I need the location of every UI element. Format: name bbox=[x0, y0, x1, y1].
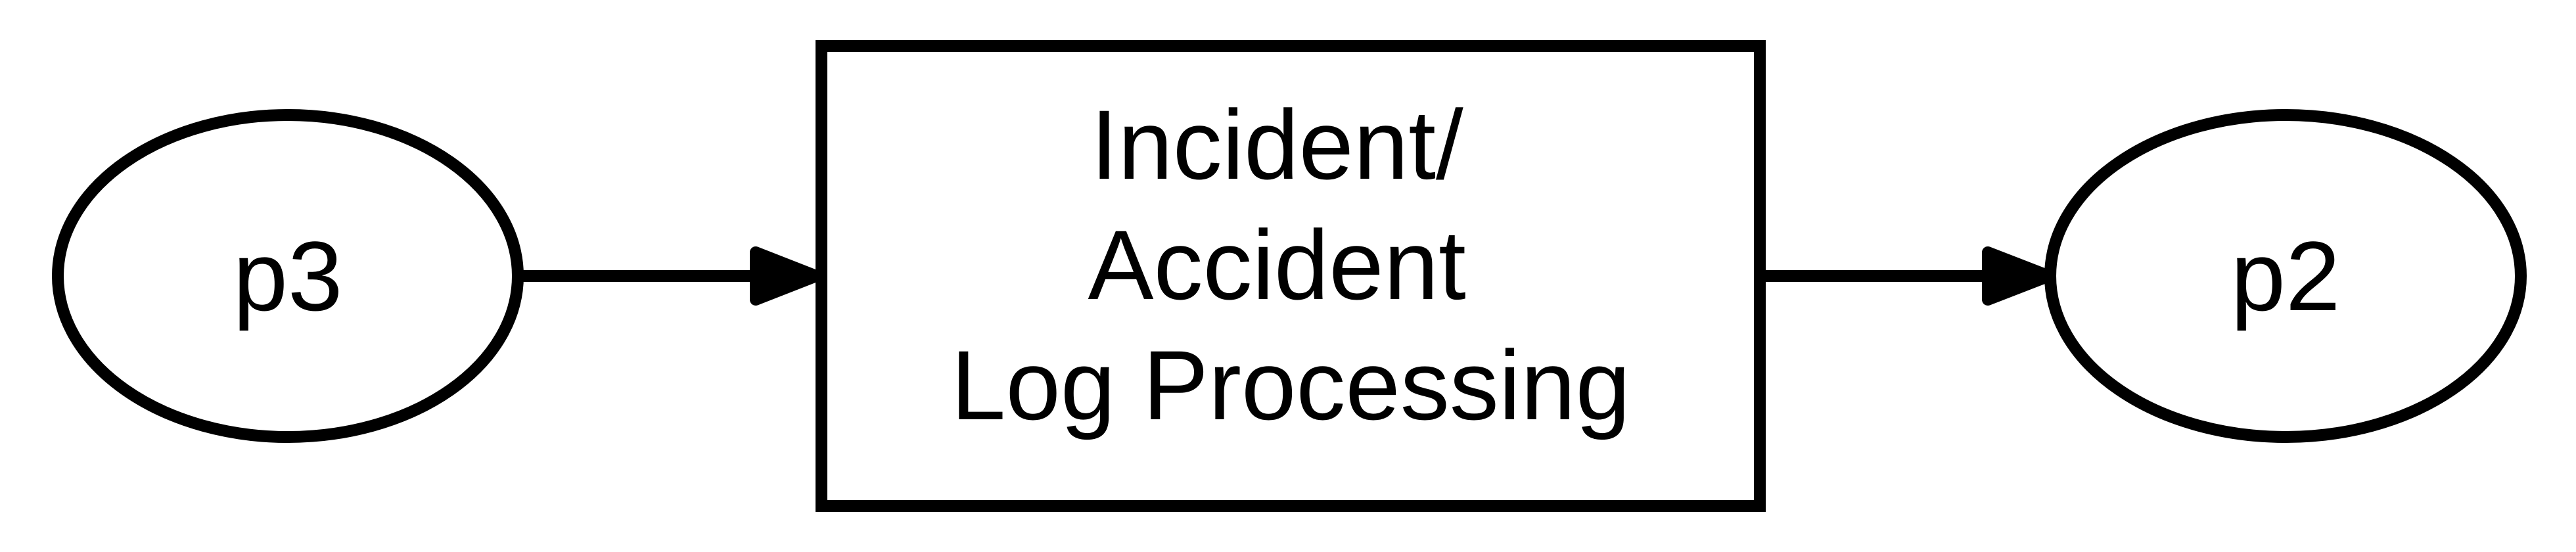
node-p2[interactable]: p2 bbox=[2044, 109, 2527, 443]
node-p2-label: p2 bbox=[2231, 221, 2341, 331]
node-process-label-line-2: Accident bbox=[1088, 210, 1465, 320]
edge-p3-to-process-arrowhead bbox=[750, 246, 822, 306]
node-p3[interactable]: p3 bbox=[52, 109, 524, 443]
edge-p3-to-process bbox=[518, 246, 822, 306]
node-process-label-line-3: Log Processing bbox=[951, 330, 1630, 440]
edge-process-to-p2 bbox=[1760, 246, 2055, 306]
node-process[interactable]: Incident/ Accident Log Processing bbox=[816, 40, 1766, 512]
node-process-box bbox=[816, 40, 1766, 512]
node-p3-label: p3 bbox=[233, 221, 343, 331]
edge-process-to-p2-arrowhead bbox=[1982, 246, 2055, 306]
node-p2-ellipse bbox=[2044, 109, 2527, 443]
node-process-label-line-1: Incident/ bbox=[1091, 89, 1463, 200]
node-process-label: Incident/ Accident Log Processing bbox=[951, 89, 1630, 440]
